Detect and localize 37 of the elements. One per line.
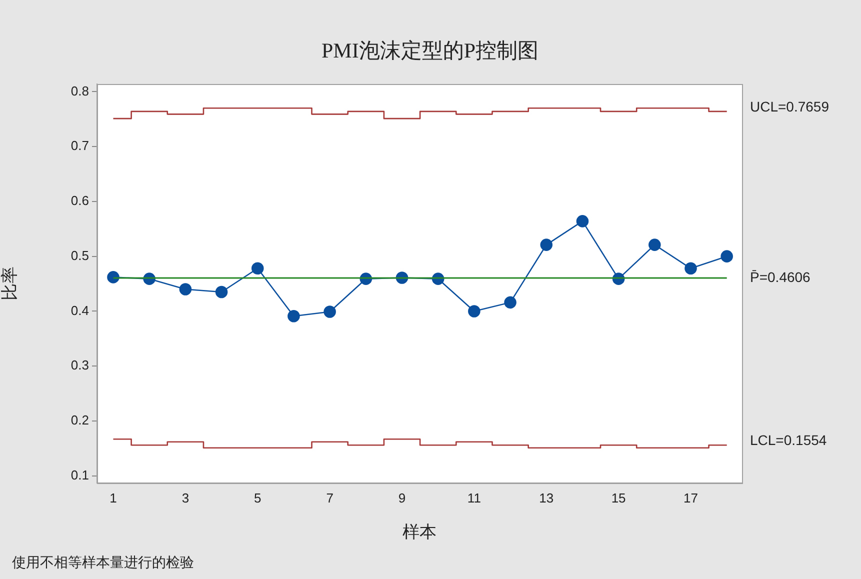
x-tick-label: 7 bbox=[326, 490, 334, 506]
point bbox=[648, 238, 661, 251]
y-tick-label: 0.5 bbox=[70, 248, 89, 263]
x-tick-label: 13 bbox=[539, 490, 554, 506]
y-axis-title: 比率 bbox=[0, 266, 19, 300]
point bbox=[468, 305, 480, 318]
x-tick-label: 9 bbox=[398, 490, 406, 506]
point bbox=[540, 238, 553, 251]
point bbox=[179, 283, 192, 296]
point bbox=[251, 262, 264, 275]
y-tick-label: 0.4 bbox=[70, 302, 89, 318]
point bbox=[576, 215, 589, 228]
y-tick-label: 0.6 bbox=[70, 193, 89, 208]
point bbox=[324, 306, 336, 318]
ref-line-label: P̄=0.4606 bbox=[750, 268, 811, 285]
point bbox=[107, 271, 120, 284]
x-tick-label: 17 bbox=[684, 490, 698, 506]
y-tick-label: 0.1 bbox=[70, 467, 89, 482]
x-tick-label: 1 bbox=[110, 490, 117, 506]
point bbox=[504, 296, 516, 309]
series-label: LCL=0.1554 bbox=[750, 432, 827, 448]
y-tick-label: 0.8 bbox=[70, 83, 89, 98]
x-tick-label: 5 bbox=[254, 490, 262, 506]
point bbox=[720, 250, 733, 262]
y-tick-label: 0.3 bbox=[70, 358, 89, 373]
chart-title: PMI泡沫定型的P控制图 bbox=[321, 38, 539, 63]
x-tick-label: 3 bbox=[182, 490, 190, 506]
point bbox=[684, 262, 697, 275]
x-tick-label: 15 bbox=[611, 490, 626, 506]
x-tick-label: 11 bbox=[467, 490, 481, 506]
y-tick-label: 0.7 bbox=[70, 138, 89, 154]
x-axis-title: 样本 bbox=[402, 522, 436, 542]
series-label: UCL=0.7659 bbox=[750, 98, 830, 114]
text: 使用不相等样本量进行的检验 bbox=[12, 554, 194, 570]
y-tick-label: 0.2 bbox=[70, 412, 89, 428]
point bbox=[288, 310, 300, 322]
point bbox=[215, 286, 228, 298]
